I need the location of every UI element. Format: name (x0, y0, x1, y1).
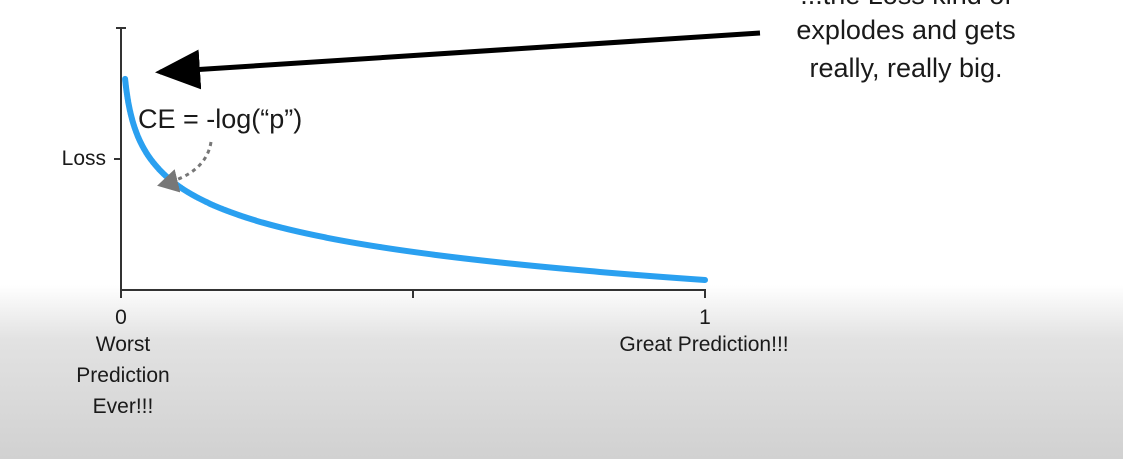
great-prediction-label: Great Prediction!!! (619, 333, 788, 356)
x-tick-label-0: 0 (115, 306, 127, 329)
worst-label-line-2: Prediction (76, 364, 169, 387)
annotation-arrow (160, 33, 760, 72)
x-ticks (121, 290, 705, 298)
worst-label-line-1: Worst (96, 333, 151, 356)
formula-label: CE = -log(“p”) (138, 104, 302, 134)
worst-label-line-3: Ever!!! (93, 395, 154, 418)
y-axis-label: Loss (62, 147, 106, 170)
annotation-line-1: ...the Loss kind of (800, 0, 1012, 10)
annotation-line-2: explodes and gets (796, 15, 1015, 45)
annotation-line-3: really, really big. (809, 53, 1002, 83)
x-tick-label-1: 1 (699, 306, 711, 329)
